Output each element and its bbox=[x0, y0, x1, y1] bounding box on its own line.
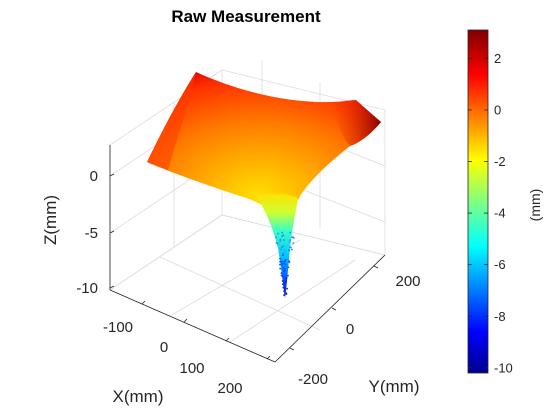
dip-point bbox=[288, 241, 291, 244]
dip-point bbox=[281, 231, 284, 234]
colorbar-tick-label: -4 bbox=[494, 206, 506, 221]
dip-point bbox=[281, 280, 284, 282]
y-axis: -200 0 200 Y(mm) bbox=[274, 254, 421, 396]
dip-point bbox=[283, 294, 286, 296]
x-tick-0: 0 bbox=[160, 339, 168, 356]
surface-left-edge bbox=[147, 72, 196, 170]
dip-point bbox=[282, 267, 285, 269]
surface-dip bbox=[256, 193, 298, 298]
dip-point bbox=[282, 283, 284, 286]
dip-point bbox=[283, 239, 285, 241]
dip-point bbox=[281, 264, 283, 266]
dip-point bbox=[285, 277, 288, 280]
dip-point bbox=[285, 280, 287, 283]
dip-point bbox=[282, 275, 285, 278]
x-tick-200: 200 bbox=[217, 380, 242, 397]
chart-title: Raw Measurement bbox=[171, 7, 321, 26]
dip-point bbox=[284, 263, 287, 266]
x-tick-minus100: -100 bbox=[103, 319, 133, 336]
dip-point bbox=[283, 262, 285, 265]
dip-point bbox=[284, 268, 286, 270]
dip-point bbox=[275, 236, 277, 239]
colorbar: 2 0 -2 -4 -6 -8 -10 (mm) bbox=[467, 29, 543, 375]
dip-point bbox=[283, 260, 286, 263]
dip-point bbox=[289, 239, 292, 242]
dip-point bbox=[282, 245, 285, 248]
dip-point bbox=[283, 269, 286, 272]
dip-point bbox=[277, 232, 280, 235]
x-axis-label: X(mm) bbox=[113, 387, 164, 406]
dip-point bbox=[288, 261, 291, 263]
dip-point bbox=[279, 257, 281, 260]
z-axis-label: Z(mm) bbox=[41, 195, 60, 245]
z-tick-minus10: -10 bbox=[76, 280, 98, 297]
dip-point bbox=[279, 240, 282, 242]
dip-point bbox=[283, 290, 285, 293]
dip-point bbox=[281, 235, 284, 238]
dip-point bbox=[289, 246, 292, 249]
surface-right-edge bbox=[330, 100, 381, 146]
colorbar-scale bbox=[467, 29, 489, 374]
x-axis: -100 0 100 200 X(mm) bbox=[103, 289, 276, 406]
dip-point bbox=[285, 292, 288, 295]
dip-point bbox=[279, 260, 281, 263]
dip-point bbox=[281, 262, 283, 264]
x-tick-100: 100 bbox=[179, 360, 204, 377]
surface bbox=[147, 72, 381, 298]
colorbar-tick-label: -6 bbox=[494, 257, 506, 272]
dip-point bbox=[282, 252, 284, 255]
colorbar-tick-label: -2 bbox=[494, 154, 506, 169]
dip-point bbox=[282, 286, 285, 289]
dip-point bbox=[282, 254, 284, 257]
dip-point bbox=[283, 249, 286, 252]
colorbar-tick-label: 2 bbox=[494, 51, 501, 66]
dip-point bbox=[292, 242, 295, 245]
y-tick-200: 200 bbox=[395, 273, 420, 290]
dip-point bbox=[288, 248, 290, 251]
y-tick-0: 0 bbox=[346, 321, 354, 338]
y-axis-label: Y(mm) bbox=[369, 377, 420, 396]
dip-point bbox=[275, 242, 278, 244]
dip-point bbox=[291, 248, 293, 251]
dip-points bbox=[275, 231, 295, 296]
colorbar-tick-label: -8 bbox=[494, 309, 506, 324]
colorbar-label: (mm) bbox=[527, 189, 543, 222]
dip-point bbox=[289, 231, 291, 234]
y-tick-minus200: -200 bbox=[298, 371, 328, 388]
colorbar-tick-label: 0 bbox=[494, 102, 501, 117]
dip-point bbox=[280, 260, 283, 263]
dip-point bbox=[293, 237, 295, 239]
z-tick-minus5: -5 bbox=[85, 225, 98, 242]
dip-point bbox=[287, 266, 290, 269]
z-axis: 0 -5 -10 Z(mm) bbox=[41, 145, 115, 297]
colorbar-tick-label: -10 bbox=[494, 360, 513, 375]
colorbar-ticks: 2 0 -2 -4 -6 -8 -10 bbox=[468, 51, 513, 375]
dip-point bbox=[285, 276, 288, 279]
surface-body bbox=[147, 72, 381, 232]
dip-point bbox=[280, 248, 282, 251]
dip-point bbox=[287, 274, 289, 277]
dip-point bbox=[280, 246, 283, 249]
dip-point bbox=[279, 267, 282, 270]
z-tick-0: 0 bbox=[90, 168, 98, 185]
dip-point bbox=[279, 263, 281, 266]
dip-point bbox=[280, 272, 283, 275]
dip-point bbox=[286, 287, 288, 290]
dip-point bbox=[279, 238, 282, 241]
